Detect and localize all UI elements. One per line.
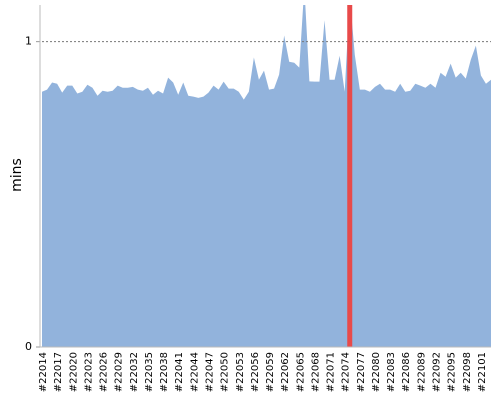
x-tick-label: #22035 xyxy=(144,352,155,392)
x-tick-label: #22014 xyxy=(38,352,49,392)
x-tick-label: #22098 xyxy=(462,352,473,392)
x-tick-label: #22038 xyxy=(159,352,170,392)
x-tick-label: #22020 xyxy=(68,352,79,392)
x-tick-label: #22062 xyxy=(280,352,291,392)
x-tick-label: #22053 xyxy=(235,352,246,392)
x-tick-label: #22023 xyxy=(83,352,94,392)
x-tick-label: #22065 xyxy=(295,352,306,392)
x-tick-label: #22068 xyxy=(310,352,321,392)
x-tick-label: #22074 xyxy=(341,352,352,392)
x-tick-label: #22077 xyxy=(356,352,367,392)
y-axis-label: mins xyxy=(9,158,25,192)
x-tick-label: #22086 xyxy=(401,352,412,392)
y-tick-label: 1 xyxy=(25,35,32,48)
x-tick-label: #22095 xyxy=(447,352,458,392)
x-tick-label: #22080 xyxy=(371,352,382,392)
x-tick-label: #22050 xyxy=(220,352,231,392)
x-tick-label: #22029 xyxy=(114,352,125,392)
plot-area xyxy=(42,5,491,347)
x-tick-label: #22056 xyxy=(250,352,261,392)
x-tick-label: #22032 xyxy=(129,352,140,392)
x-tick-label: #22026 xyxy=(99,352,110,392)
x-tick-label: #22083 xyxy=(386,352,397,392)
x-tick-label: #22071 xyxy=(326,352,337,392)
x-tick-label: #22101 xyxy=(477,352,488,392)
y-tick-label: 0 xyxy=(25,340,32,353)
x-tick-label: #22017 xyxy=(53,352,64,392)
x-tick-label: #22047 xyxy=(204,352,215,392)
area xyxy=(42,5,491,347)
x-tick-label: #22059 xyxy=(265,352,276,392)
x-tick-label: #22089 xyxy=(416,352,427,392)
x-tick-label: #22041 xyxy=(174,352,185,392)
x-tick-label: #22092 xyxy=(432,352,443,392)
x-tick-label: #22044 xyxy=(189,352,200,392)
